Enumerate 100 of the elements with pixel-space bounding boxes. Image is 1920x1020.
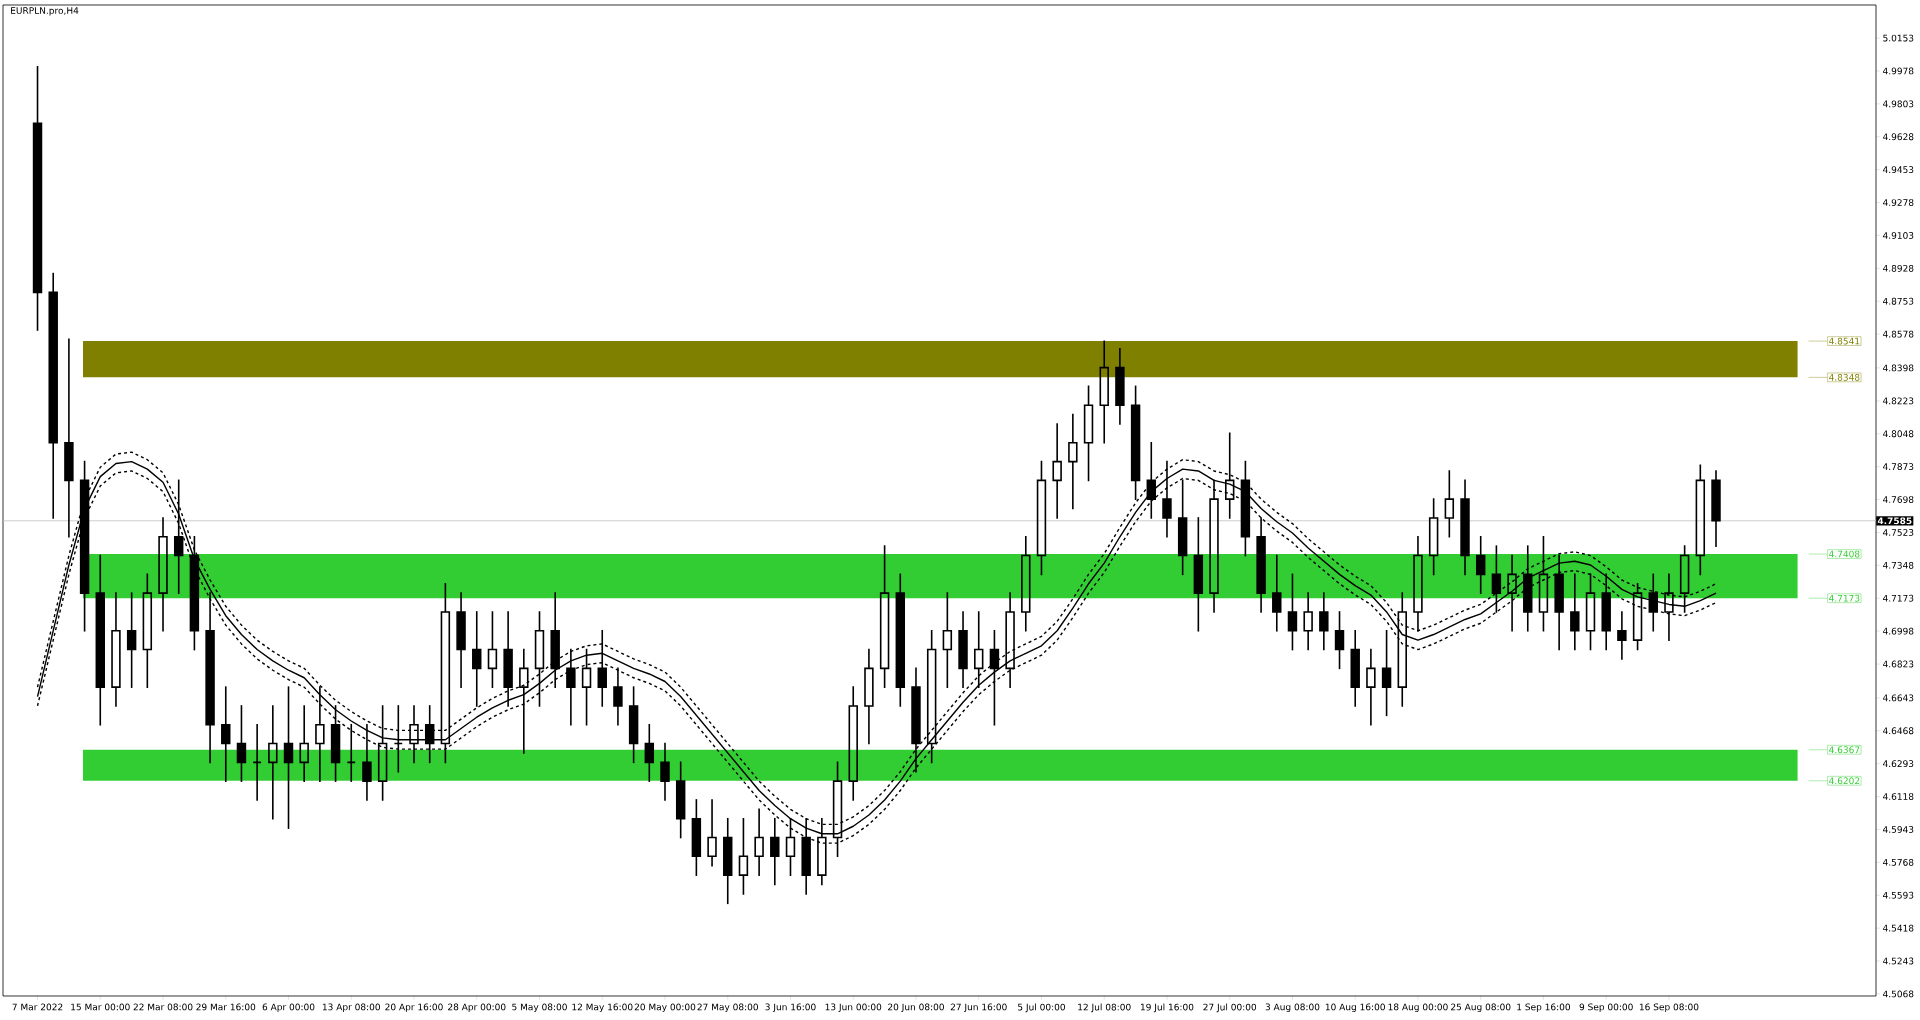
candlestick: [315, 686, 325, 782]
candlestick: [660, 742, 670, 801]
candlestick: [1068, 413, 1078, 510]
candlestick: [221, 686, 231, 782]
y-tick-label: 4.7698: [1882, 496, 1914, 503]
candlestick: [628, 686, 639, 764]
y-tick-label: 4.9278: [1882, 199, 1914, 206]
candlestick: [1413, 535, 1423, 632]
candlestick: [613, 667, 623, 726]
x-tick-label: 6 Apr 00:00: [262, 1003, 315, 1013]
candlestick: [879, 545, 890, 688]
y-tick-label: 4.8398: [1882, 364, 1914, 372]
y-tick-label: 4.5943: [1882, 826, 1914, 833]
candlestick: [1538, 535, 1549, 632]
x-tick-label: 10 Aug 16:00: [1325, 1003, 1385, 1013]
candlestick: [1366, 648, 1376, 726]
candlestick: [440, 582, 451, 764]
y-tick-label: 4.8928: [1882, 264, 1914, 272]
candlestick: [283, 686, 294, 829]
candlestick: [377, 705, 388, 801]
candlestick: [472, 611, 482, 707]
candlestick: [1711, 470, 1721, 547]
x-tick-label: 16 Sep 08:00: [1639, 1003, 1699, 1013]
y-tick-label: 4.5418: [1882, 924, 1914, 932]
candlestick: [597, 629, 607, 707]
candlestick: [456, 592, 466, 688]
candlestick: [503, 611, 513, 707]
y-tick-label: 4.8048: [1882, 430, 1914, 438]
candlestick: [895, 573, 906, 707]
candlestick: [1475, 535, 1486, 594]
x-tick-label: 13 Jun 00:00: [825, 1003, 882, 1012]
candlestick: [864, 648, 874, 745]
y-tick-label: 4.8578: [1882, 330, 1914, 338]
text: 4.7173: [1829, 594, 1860, 602]
y-tick-label: 4.6118: [1882, 793, 1914, 800]
candlestick: [1491, 545, 1502, 613]
text: 4.6202: [1829, 777, 1860, 785]
x-tick-label: 19 Jul 16:00: [1140, 1003, 1194, 1013]
candlestick: [550, 592, 560, 688]
x-tick-label: 15 Mar 00:00: [71, 1003, 130, 1011]
candlestick: [111, 592, 121, 707]
candlestick: [942, 592, 953, 688]
candlestick: [1099, 340, 1109, 444]
candlestick: [1193, 517, 1204, 632]
candlestick: [1570, 573, 1580, 651]
x-tick-label: 29 Mar 16:00: [196, 1003, 256, 1011]
candlestick: [1460, 479, 1470, 576]
x-tick-label: 18 Aug 00:00: [1388, 1003, 1448, 1013]
x-tick-label: 27 May 08:00: [697, 1003, 758, 1013]
candlestick: [126, 592, 137, 688]
candlestick: [1664, 573, 1674, 641]
x-tick-label: 9 Sep 00:00: [1579, 1003, 1633, 1013]
candlestick: [644, 723, 655, 782]
y-tick-label: 4.5068: [1882, 990, 1914, 998]
candlestick: [330, 705, 341, 782]
candlestick: [770, 817, 780, 886]
y-tick-label: 4.9978: [1882, 67, 1914, 75]
candlestick: [675, 761, 686, 839]
y-tick-label: 4.7873: [1882, 463, 1914, 471]
candlestick: [1209, 479, 1219, 613]
y-tick-label: 4.7523: [1882, 529, 1914, 536]
candlestick: [1303, 592, 1313, 651]
y-tick-label: 4.6823: [1882, 660, 1914, 668]
candlestick: [299, 705, 309, 782]
y-tick-label: 4.8223: [1882, 397, 1914, 405]
x-tick-label: 22 Mar 08:00: [133, 1003, 193, 1011]
y-tick-label: 4.8753: [1882, 297, 1914, 305]
candlestick: [1601, 573, 1611, 651]
x-tick-label: 13 Apr 08:00: [322, 1003, 380, 1013]
candlestick: [754, 808, 764, 876]
candlestick: [1554, 554, 1564, 651]
candlestick: [911, 667, 921, 773]
candlestick: [519, 648, 529, 754]
candlestick: [48, 272, 58, 519]
candlestick: [974, 611, 984, 688]
x-tick-label: 20 Jun 08:00: [888, 1003, 944, 1012]
candlestick: [189, 535, 200, 651]
candlestick: [32, 66, 43, 331]
x-tick-label: 1 Sep 16:00: [1517, 1003, 1571, 1013]
candlestick: [142, 573, 153, 688]
candlestick: [958, 611, 968, 688]
candlestick: [1507, 554, 1517, 632]
candlestick: [738, 817, 749, 895]
candlestick: [1256, 517, 1266, 613]
candlestick: [691, 799, 702, 876]
y-tick-label: 4.9453: [1882, 166, 1914, 174]
y-tick-label: 4.7173: [1882, 594, 1914, 602]
candlestick: [409, 705, 419, 764]
candlestick: [1617, 611, 1627, 660]
x-tick-label: 5 May 08:00: [512, 1003, 567, 1013]
candlestick: [64, 338, 74, 538]
chart-title: EURPLN.pro,H4: [11, 7, 79, 16]
text: 4.8541: [1829, 337, 1860, 345]
y-tick-label: 4.6468: [1882, 727, 1914, 735]
candlestick: [268, 705, 278, 820]
candlestick: [1381, 629, 1392, 717]
x-tick-label: 27 Jun 16:00: [950, 1003, 1007, 1012]
candlestick: [173, 479, 184, 594]
candlestick: [1115, 347, 1125, 425]
candlestick: [1005, 592, 1015, 688]
